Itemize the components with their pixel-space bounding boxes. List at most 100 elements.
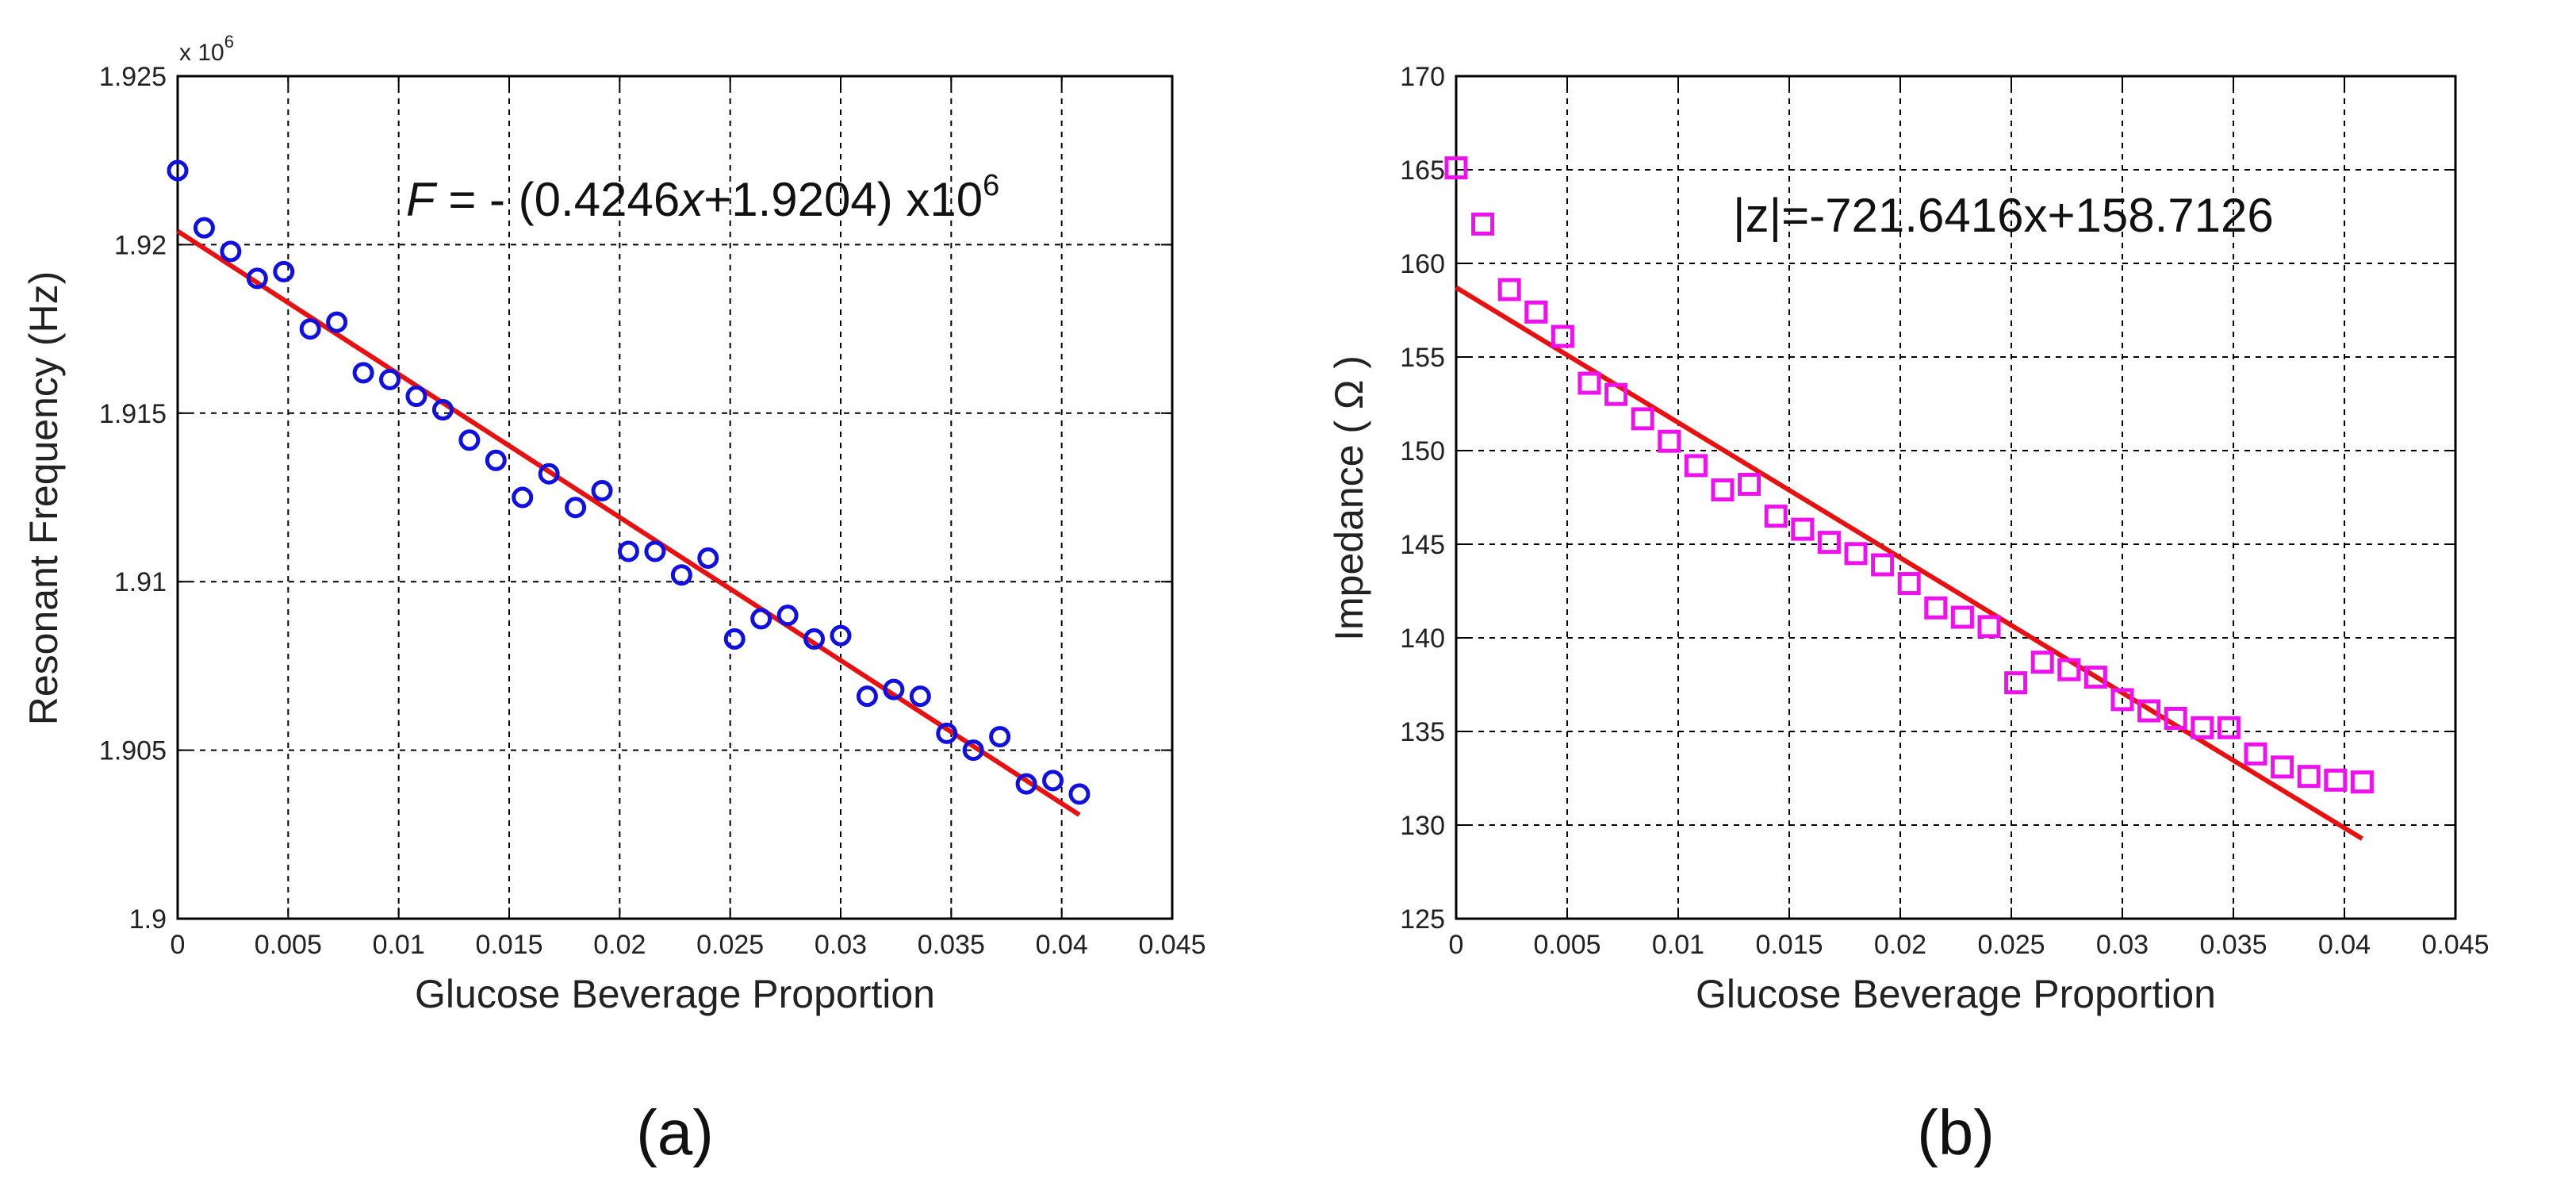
x-tick-label: 0.02 <box>593 930 646 960</box>
data-point <box>1042 770 1064 792</box>
x-tick-label: 0 <box>1449 930 1464 960</box>
y-tick-label: 1.915 <box>99 399 167 429</box>
data-point <box>2083 666 2107 689</box>
data-point <box>1791 517 1815 541</box>
panel-a-scale-factor: x 106 <box>179 32 234 66</box>
x-tick-label: 0.015 <box>475 930 542 960</box>
panel-a-y-axis-label: Resonant Frequency (Hz) <box>21 271 66 725</box>
data-point <box>909 685 931 708</box>
data-point <box>1764 505 1788 528</box>
data-point <box>989 726 1011 748</box>
data-point <box>830 624 852 647</box>
panel-a-x-tick-labels: 0 0.005 0.01 0.015 0.02 0.025 0.03 0.035 0.04 0.0… <box>171 930 1206 960</box>
x-tick-label: 0.045 <box>2421 930 2489 960</box>
x-tick-label: 0.04 <box>1036 930 1088 960</box>
data-point <box>2057 658 2081 681</box>
data-point <box>723 628 746 650</box>
panel-a-y-tick-labels: 1.9 1.905 1.91 1.915 1.92 1.925 <box>99 62 167 935</box>
x-tick-label: 0.035 <box>2199 930 2267 960</box>
y-tick-label: 1.9 <box>129 904 167 935</box>
data-point <box>2217 716 2241 739</box>
panel-a-equation: F = - (0.4246x+1.9204) x106 <box>406 169 999 226</box>
data-point <box>617 540 639 562</box>
y-tick-label: 1.91 <box>114 567 167 597</box>
data-point <box>2350 770 2374 794</box>
y-tick-label: 155 <box>1400 343 1445 373</box>
x-tick-label: 0.005 <box>1533 930 1600 960</box>
data-point <box>2110 688 2134 712</box>
panel-a-data-points <box>167 159 1091 805</box>
data-point <box>750 608 772 630</box>
data-point <box>936 722 958 744</box>
data-point <box>1950 605 1974 629</box>
data-point <box>1524 300 1548 324</box>
data-point <box>2137 699 2161 723</box>
panel-a-fit-line-group <box>176 228 1081 817</box>
y-tick-label: 140 <box>1400 624 1445 654</box>
data-point <box>352 362 374 384</box>
panel-a-plot-frame <box>176 75 1174 920</box>
panel-a-tick-marks <box>177 75 1173 919</box>
data-point <box>1471 212 1495 236</box>
data-point <box>1604 382 1628 406</box>
data-point <box>803 628 826 650</box>
data-point <box>565 497 587 519</box>
data-point <box>273 260 295 282</box>
data-point <box>167 159 189 182</box>
y-tick-label: 125 <box>1400 904 1445 935</box>
panel-b-fit-line-group <box>1455 285 2363 841</box>
data-point <box>1068 783 1091 805</box>
fit-line <box>176 228 1081 817</box>
y-tick-label: 145 <box>1400 530 1445 560</box>
data-point <box>512 486 534 509</box>
y-tick-label: 130 <box>1400 811 1445 841</box>
data-point <box>299 318 321 340</box>
data-point <box>2030 651 2054 674</box>
x-tick-label: 0.025 <box>696 930 764 960</box>
x-tick-label: 0 <box>171 930 186 960</box>
data-point <box>883 678 905 701</box>
data-point <box>1497 278 1521 301</box>
panel-b-x-tick-labels: 0 0.005 0.01 0.015 0.02 0.025 0.03 0.035 0.04 0.0… <box>1449 930 2490 960</box>
panel-b-tick-marks <box>1455 75 2456 919</box>
x-tick-label: 0.035 <box>918 930 985 960</box>
data-point <box>856 685 878 708</box>
data-point <box>1711 478 1735 502</box>
y-tick-label: 160 <box>1400 249 1445 279</box>
data-point <box>538 463 560 485</box>
x-tick-label: 0.01 <box>373 930 425 960</box>
data-point <box>2191 716 2214 739</box>
data-point <box>670 564 692 586</box>
data-point <box>379 368 401 390</box>
x-tick-label: 0.01 <box>1652 930 1704 960</box>
panel-b-data-points <box>1444 156 2374 794</box>
x-tick-label: 0.025 <box>1977 930 2045 960</box>
data-point <box>2297 765 2321 789</box>
panel-b-x-axis-label: Glucose Beverage Proportion <box>1696 972 2216 1016</box>
panel-a: 0 0.005 0.01 0.015 0.02 0.025 0.03 0.035 0.04 0.0… <box>21 32 1206 1168</box>
data-point <box>431 399 454 421</box>
x-tick-label: 0.04 <box>2318 930 2371 960</box>
data-point <box>193 217 215 239</box>
data-point <box>591 480 613 502</box>
data-point <box>458 429 481 451</box>
data-point <box>1015 773 1037 795</box>
y-tick-label: 150 <box>1400 436 1445 466</box>
x-tick-label: 0.03 <box>815 930 867 960</box>
panel-b: 0 0.005 0.01 0.015 0.02 0.025 0.03 0.035 0.04 0.0… <box>1327 62 2490 1168</box>
x-tick-label: 0.005 <box>255 930 322 960</box>
y-tick-label: 170 <box>1400 62 1445 92</box>
panel-b-caption: (b) <box>1917 1097 1995 1168</box>
y-tick-label: 165 <box>1400 155 1445 186</box>
data-point <box>1924 596 1948 620</box>
data-point <box>1977 615 2001 639</box>
data-point <box>644 540 666 562</box>
data-point <box>1897 572 1921 596</box>
data-point <box>326 311 348 333</box>
data-point <box>1871 553 1895 577</box>
data-point <box>405 386 427 408</box>
data-point <box>2271 755 2294 779</box>
panel-a-x-axis-label: Glucose Beverage Proportion <box>415 972 935 1016</box>
panel-b-plot-frame <box>1455 75 2457 920</box>
